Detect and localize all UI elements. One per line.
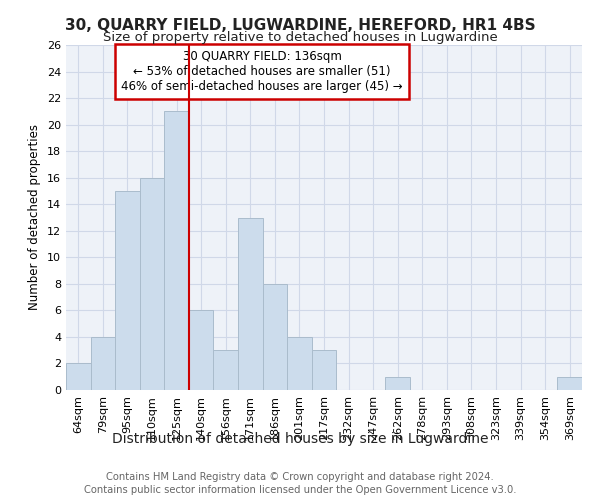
Text: Contains public sector information licensed under the Open Government Licence v3: Contains public sector information licen… xyxy=(84,485,516,495)
Bar xyxy=(189,310,214,390)
Text: 30 QUARRY FIELD: 136sqm
← 53% of detached houses are smaller (51)
46% of semi-de: 30 QUARRY FIELD: 136sqm ← 53% of detache… xyxy=(121,50,403,93)
Bar xyxy=(263,284,287,390)
Bar xyxy=(115,191,140,390)
Bar xyxy=(140,178,164,390)
Bar xyxy=(238,218,263,390)
Text: Contains HM Land Registry data © Crown copyright and database right 2024.: Contains HM Land Registry data © Crown c… xyxy=(106,472,494,482)
Y-axis label: Number of detached properties: Number of detached properties xyxy=(28,124,41,310)
Text: Distribution of detached houses by size in Lugwardine: Distribution of detached houses by size … xyxy=(112,432,488,446)
Bar xyxy=(557,376,582,390)
Bar xyxy=(312,350,336,390)
Bar xyxy=(385,376,410,390)
Bar xyxy=(287,337,312,390)
Bar xyxy=(164,112,189,390)
Text: Size of property relative to detached houses in Lugwardine: Size of property relative to detached ho… xyxy=(103,31,497,44)
Bar xyxy=(214,350,238,390)
Bar xyxy=(66,364,91,390)
Bar xyxy=(91,337,115,390)
Text: 30, QUARRY FIELD, LUGWARDINE, HEREFORD, HR1 4BS: 30, QUARRY FIELD, LUGWARDINE, HEREFORD, … xyxy=(65,18,535,32)
